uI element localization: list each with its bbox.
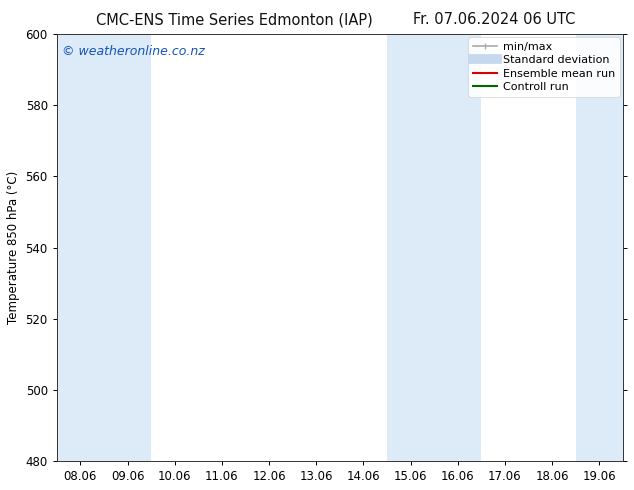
Bar [434, 34, 481, 461]
Text: Fr. 07.06.2024 06 UTC: Fr. 07.06.2024 06 UTC [413, 12, 576, 27]
Y-axis label: Temperature 850 hPa (°C): Temperature 850 hPa (°C) [7, 171, 20, 324]
Legend: min/max, Standard deviation, Ensemble mean run, Controll run: min/max, Standard deviation, Ensemble me… [469, 37, 619, 97]
Bar [387, 34, 434, 461]
Text: CMC-ENS Time Series Edmonton (IAP): CMC-ENS Time Series Edmonton (IAP) [96, 12, 373, 27]
Bar [104, 34, 151, 461]
Bar [57, 34, 104, 461]
Bar [576, 34, 623, 461]
Text: © weatheronline.co.nz: © weatheronline.co.nz [62, 45, 205, 58]
